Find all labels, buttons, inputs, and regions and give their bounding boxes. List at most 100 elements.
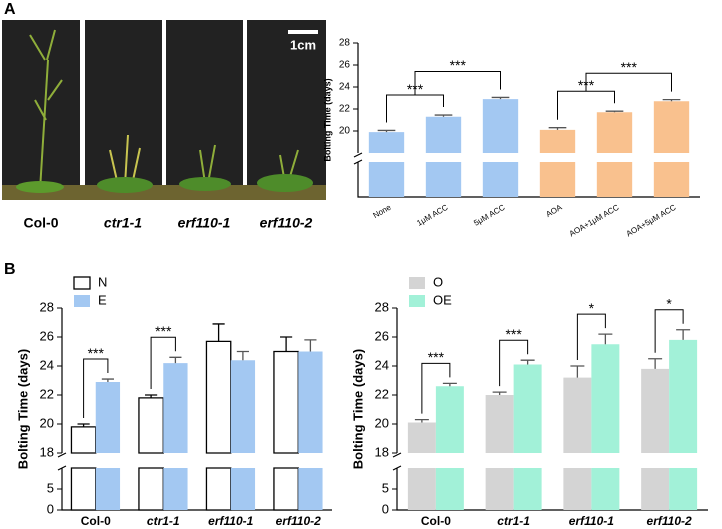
significance-bracket: [576, 313, 606, 360]
significance-label: *: [589, 300, 595, 316]
error-bar: [662, 99, 681, 102]
x-tick-label: AOA+1μM ACC: [568, 203, 621, 239]
y-tick-label: 26: [339, 60, 351, 71]
significance-label: ***: [88, 345, 105, 361]
bar: [230, 360, 256, 510]
significance-bracket: [150, 336, 176, 389]
bar: [513, 364, 542, 510]
y-tick-label: 18: [40, 444, 54, 459]
legend-swatch: [409, 277, 425, 289]
photo-label: ctr1-1: [104, 215, 142, 231]
y-tick-label: 20: [375, 415, 389, 430]
y-axis-label: Bolting Time (days): [350, 349, 365, 469]
legend-label: O: [433, 274, 443, 289]
scale-label: 1cm: [290, 37, 316, 52]
y-tick-label: 28: [375, 299, 389, 314]
significance-bracket: [414, 70, 501, 96]
y-tick-label: 0: [382, 501, 389, 516]
scale-bar: [288, 30, 318, 34]
significance-label: ***: [505, 326, 522, 342]
y-tick-label: 5: [382, 480, 389, 495]
significance-label: ***: [428, 349, 445, 365]
y-tick-label: 5: [47, 480, 54, 495]
error-bar: [491, 96, 510, 100]
bar: [641, 368, 670, 510]
rosette: [16, 181, 64, 193]
error-bar: [598, 333, 613, 345]
legend-label: N: [98, 274, 107, 289]
photo-label: Col-0: [24, 215, 59, 231]
y-tick-label: 28: [339, 38, 351, 49]
legend-swatch: [74, 295, 90, 307]
error-bar: [648, 358, 663, 369]
rosette: [179, 177, 231, 191]
significance-label: ***: [621, 59, 638, 75]
bar: [596, 112, 633, 197]
y-tick-label: 24: [375, 357, 389, 372]
significance-label: ***: [450, 57, 467, 73]
bar: [539, 129, 576, 197]
x-tick-label: 1μM ACC: [415, 203, 449, 228]
y-tick-label: 26: [40, 328, 54, 343]
y-axis: [353, 43, 700, 198]
bar: [298, 351, 323, 510]
bar: [163, 363, 188, 510]
y-tick-label: 24: [40, 357, 54, 372]
legend-label: OE: [433, 292, 452, 307]
bar: [407, 422, 436, 510]
bar: [485, 395, 514, 510]
significance-label: ***: [155, 323, 172, 339]
y-tick-label: 0: [47, 501, 54, 516]
x-tick-label: ctr1-1: [497, 514, 530, 528]
bar: [95, 381, 121, 510]
photo-label: erf110-2: [260, 215, 313, 231]
soil-glow: [2, 185, 326, 200]
panel-label: B: [4, 261, 16, 278]
error-bar: [280, 336, 293, 352]
legend-swatch: [73, 276, 91, 290]
rosette: [97, 177, 153, 193]
error-bar: [442, 382, 457, 387]
x-tick-label: Col-0: [81, 514, 111, 528]
legend-label: E: [98, 292, 107, 307]
x-tick-label: None: [371, 202, 393, 220]
bar: [653, 101, 690, 197]
y-tick-label: 18: [375, 444, 389, 459]
bar: [205, 340, 232, 511]
legend-swatch: [409, 295, 425, 307]
significance-label: *: [666, 295, 672, 311]
bar: [563, 377, 592, 510]
x-tick-label: AOA: [544, 202, 564, 219]
y-axis-label: Bolting Time (days): [15, 349, 30, 469]
y-tick-label: 22: [339, 104, 351, 115]
significance-bracket: [654, 309, 684, 353]
photo-panel: [85, 20, 162, 200]
error-bar: [605, 110, 624, 113]
error-bar: [570, 365, 585, 378]
bar: [435, 386, 464, 510]
significance-bracket: [421, 362, 451, 414]
error-bar: [77, 423, 90, 427]
error-bar: [434, 114, 453, 117]
photo-label: erf110-1: [178, 215, 231, 231]
error-bar: [169, 356, 182, 364]
photo-panel: [166, 20, 243, 200]
y-tick-label: 20: [40, 415, 54, 430]
plant: [29, 29, 63, 191]
y-tick-label: 20: [339, 126, 351, 137]
y-tick-label: 22: [375, 386, 389, 401]
y-tick-label: 28: [40, 299, 54, 314]
bar: [273, 350, 299, 511]
bar: [138, 397, 164, 511]
error-bar: [101, 378, 114, 382]
x-tick-label: erf110-1: [569, 514, 614, 528]
error-bar: [548, 127, 567, 130]
significance-bracket: [83, 358, 109, 418]
photo-panel: [247, 20, 326, 200]
error-bar: [304, 339, 317, 352]
x-tick-label: erf110-1: [208, 514, 253, 528]
error-bar: [676, 329, 691, 340]
x-tick-label: ctr1-1: [147, 514, 180, 528]
x-tick-label: erf110-2: [276, 514, 321, 528]
